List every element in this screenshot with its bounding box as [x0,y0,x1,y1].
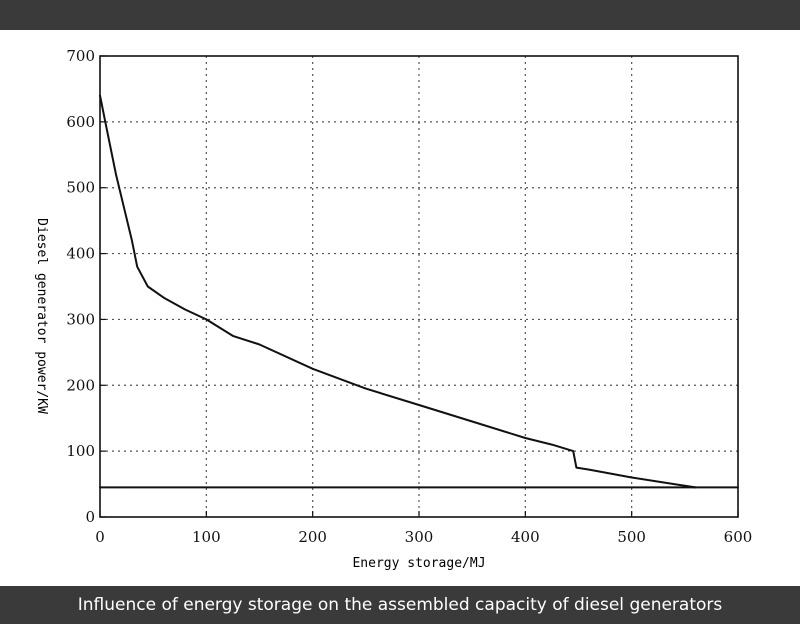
y-tick-label: 400 [66,245,95,263]
x-tick-label: 100 [192,528,221,546]
x-tick-label: 400 [511,528,540,546]
line-chart: 0 100 200 300 400 500 600 0 100 200 300 400 500 600 7… [34,47,752,571]
y-tick-label: 700 [66,47,95,65]
y-tick-labels: 0 100 200 300 400 500 600 700 [66,47,106,526]
x-tick-label: 600 [724,528,753,546]
y-tick-label: 600 [66,113,95,131]
x-tick-label: 500 [617,528,646,546]
series-line-power [99,94,697,489]
bottom-frame-bar [0,586,800,624]
y-tick-label: 0 [85,508,95,526]
top-frame-bar [0,0,800,30]
x-tick-label: 0 [95,528,105,546]
x-tick-labels: 0 100 200 300 400 500 600 [95,511,752,546]
y-tick-label: 100 [66,442,95,460]
y-tick-label: 500 [66,179,95,197]
x-tick-label: 200 [298,528,327,546]
figure-caption: Influence of energy storage on the assem… [77,595,723,615]
x-axis-label: Energy storage/MJ [352,556,485,571]
y-tick-label: 300 [66,310,95,328]
x-tick-label: 300 [405,528,434,546]
series-lines [99,94,739,489]
y-axis-label: Diesel generator power/KW [34,218,49,414]
y-tick-label: 200 [66,376,95,394]
grid-lines [100,56,738,517]
